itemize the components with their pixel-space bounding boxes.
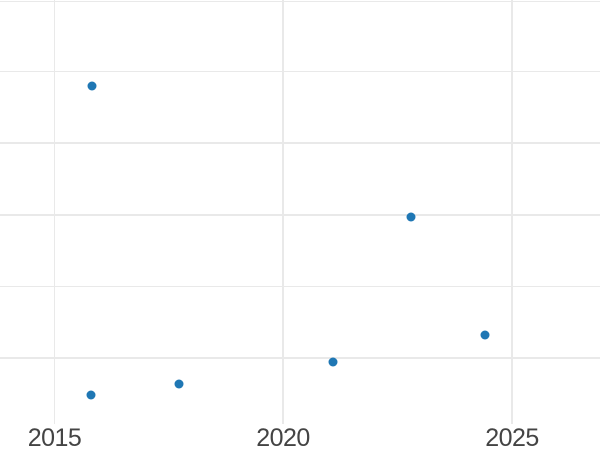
gridline-horizontal [0,214,600,216]
gridline-vertical [282,0,284,424]
data-point [328,357,338,367]
gridline-horizontal [0,142,600,144]
gridline-vertical [53,0,56,424]
gridline-vertical [511,0,513,424]
x-tick-label: 2015 [27,424,82,450]
gridline-horizontal [0,0,600,3]
gridline-horizontal [0,357,600,359]
x-tick-label: 2025 [485,424,539,450]
data-point [406,212,416,221]
gridline-horizontal [0,70,600,73]
x-tick-label: 2020 [256,424,310,450]
data-point [174,379,184,389]
data-point [87,81,97,91]
gridline-horizontal [0,285,600,288]
data-point [86,390,96,400]
data-point [480,330,489,340]
